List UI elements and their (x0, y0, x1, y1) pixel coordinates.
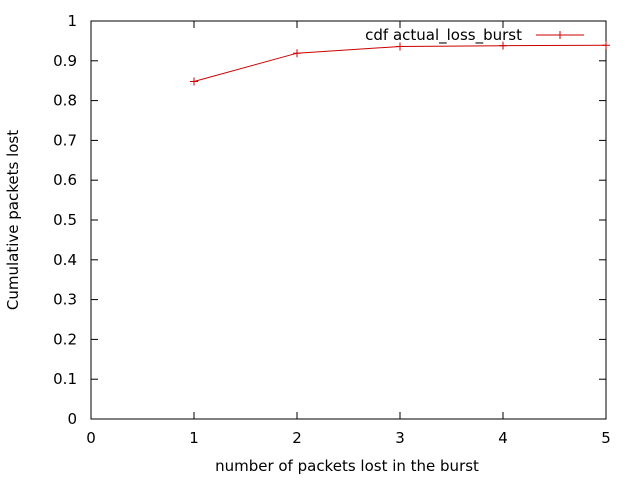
data-point (190, 77, 198, 86)
y-tick-label: 0.4 (53, 251, 77, 269)
y-tick-label: 0.5 (53, 211, 77, 229)
y-tick-label: 0.6 (53, 171, 77, 189)
data-point (396, 42, 404, 51)
data-point (293, 49, 301, 58)
y-tick-label: 1 (67, 12, 77, 30)
x-tick-label: 0 (86, 429, 96, 447)
y-tick-label: 0.3 (53, 291, 77, 309)
y-tick-label: 0.1 (53, 370, 77, 388)
x-tick-label: 3 (395, 429, 405, 447)
y-tick-label: 0.9 (53, 52, 77, 70)
legend-marker (556, 31, 564, 39)
x-axis-title: number of packets lost in the burst (215, 457, 479, 475)
y-axis-title: Cumulative packets lost (4, 130, 22, 310)
data-point (499, 41, 507, 50)
data-point (602, 41, 610, 50)
series-layer (190, 41, 610, 86)
x-tick-label: 5 (601, 429, 611, 447)
y-axis-ticks: 0 0.1 0.2 0.3 0.4 0.5 0.6 0.7 0.8 0.9 1 (53, 12, 606, 428)
y-tick-label: 0 (67, 410, 77, 428)
series-line (193, 44, 607, 82)
plot-frame (90, 20, 607, 420)
x-tick-label: 1 (189, 429, 199, 447)
legend: cdf actual_loss_burst (365, 26, 584, 45)
x-tick-label: 2 (292, 429, 302, 447)
x-axis-ticks: 0 1 2 3 4 5 (86, 21, 611, 447)
legend-label: cdf actual_loss_burst (365, 26, 522, 45)
x-tick-label: 4 (498, 429, 508, 447)
y-tick-label: 0.7 (53, 131, 77, 149)
y-tick-label: 0.8 (53, 92, 77, 110)
y-tick-label: 0.2 (53, 330, 77, 348)
